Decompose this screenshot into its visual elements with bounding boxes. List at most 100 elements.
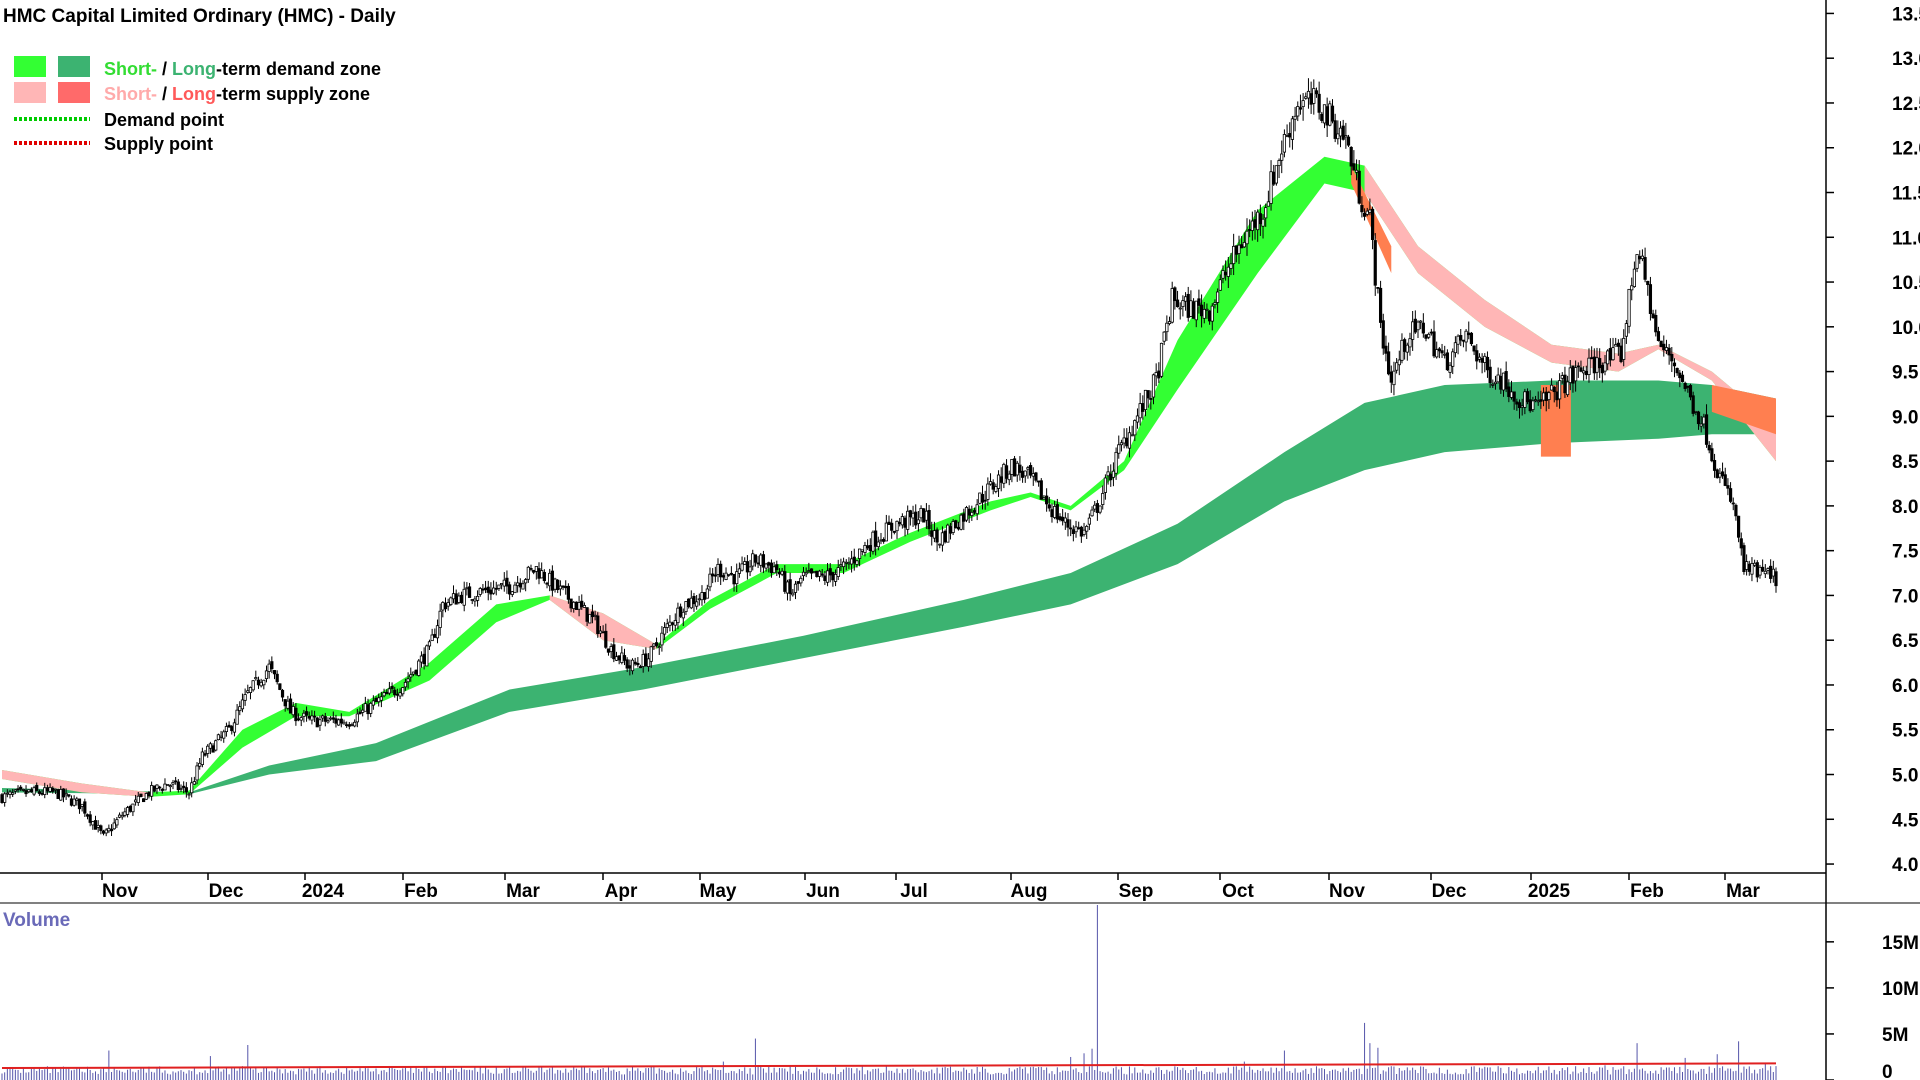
candle-body <box>1309 93 1313 105</box>
candle-body <box>16 788 20 791</box>
candle-body <box>438 610 442 628</box>
candle-body <box>1272 171 1276 185</box>
candle-body <box>1085 525 1089 532</box>
candle-body <box>903 517 907 528</box>
candle-body <box>478 588 482 595</box>
candle-body <box>1234 245 1238 255</box>
candle-body <box>729 572 733 575</box>
candle-body <box>1333 120 1337 139</box>
candle-body <box>1250 220 1254 231</box>
candle-body <box>804 572 808 575</box>
candle-body <box>120 814 124 818</box>
candle-body <box>1317 93 1321 113</box>
candle-body <box>24 790 28 795</box>
candle-body <box>825 570 830 583</box>
candle-body <box>1400 339 1404 361</box>
candle-body <box>617 655 621 661</box>
candle-body <box>644 653 648 667</box>
candle-body <box>29 789 33 793</box>
candle-body <box>13 789 17 792</box>
candle-body <box>508 584 512 595</box>
candle-body <box>1753 562 1757 566</box>
candle-body <box>53 788 58 791</box>
candle-body <box>1584 370 1588 376</box>
price-tick-label: 7.5 <box>1892 542 1919 563</box>
candle-body <box>524 579 528 584</box>
candle-body <box>1216 291 1220 303</box>
candle-body <box>1590 357 1594 360</box>
candle-body <box>558 585 562 590</box>
price-tick-label: 5.5 <box>1892 721 1919 742</box>
legend-supply-point: Supply point <box>104 134 213 154</box>
candle-body <box>895 520 899 532</box>
candle-body <box>473 598 477 602</box>
candle-body <box>1285 135 1289 137</box>
candle-body <box>1405 344 1409 353</box>
candle-body <box>1242 242 1246 248</box>
candle-body <box>171 782 175 785</box>
candle-body <box>633 661 637 665</box>
candle-body <box>1520 405 1524 408</box>
candle-body <box>1146 390 1150 399</box>
candle-body <box>1197 298 1201 306</box>
candle-body <box>1704 414 1709 445</box>
candle-body <box>441 602 445 611</box>
candle-body <box>1378 287 1383 323</box>
date-tick-label: Jul <box>900 881 927 902</box>
candle-body <box>369 702 373 714</box>
candle-body <box>748 566 752 573</box>
candle-body <box>425 645 429 667</box>
candle-body <box>598 630 603 634</box>
candle-body <box>91 821 95 826</box>
candle-body <box>1232 245 1236 265</box>
candle-body <box>1344 135 1348 138</box>
candle-body <box>1106 471 1110 477</box>
candle-body <box>614 656 619 661</box>
candle-body <box>1638 256 1642 260</box>
candle-body <box>230 726 234 732</box>
candle-body <box>906 510 910 530</box>
candle-body <box>967 508 971 516</box>
candle-body <box>430 634 434 642</box>
candle-body <box>446 602 450 607</box>
candle-body <box>676 607 680 624</box>
price-tick-label: 8.0 <box>1892 497 1918 518</box>
candle-body <box>254 677 258 680</box>
candle-body <box>964 507 969 521</box>
candle-body <box>1117 444 1121 454</box>
candle-body <box>1579 367 1583 372</box>
candle-body <box>601 631 605 634</box>
candle-body <box>890 522 894 531</box>
candle-body <box>692 595 696 605</box>
price-tick-label: 11.5 <box>1892 184 1920 205</box>
candle-body <box>1264 207 1268 219</box>
candle-body <box>561 585 565 588</box>
candle-body <box>1208 310 1212 322</box>
candle-body <box>280 689 285 698</box>
candle-body <box>417 660 421 676</box>
candle-body <box>1736 515 1741 538</box>
candle-body <box>139 793 143 798</box>
candle-body <box>374 698 378 703</box>
candle-body <box>1034 472 1038 481</box>
candle-body <box>1135 415 1140 423</box>
candle-body <box>83 801 87 814</box>
candle-body <box>529 568 533 570</box>
candle-body <box>1416 321 1420 331</box>
candle-body <box>1189 300 1193 317</box>
candle-body <box>304 711 309 716</box>
candle-body <box>1576 365 1580 368</box>
candle-body <box>986 483 990 500</box>
date-tick-label: Apr <box>605 881 638 902</box>
candle-body <box>433 633 437 638</box>
date-tick-label: Mar <box>1726 881 1760 902</box>
zones-layer <box>2 156 1776 797</box>
candle-body <box>419 655 424 663</box>
candle-body <box>1493 381 1498 385</box>
candle-body <box>1587 357 1591 375</box>
candle-body <box>1020 470 1025 478</box>
candle-body <box>860 549 864 552</box>
volume-tick-label: 15M <box>1882 933 1919 954</box>
candle-body <box>1696 411 1701 425</box>
candle-body <box>1224 271 1228 276</box>
